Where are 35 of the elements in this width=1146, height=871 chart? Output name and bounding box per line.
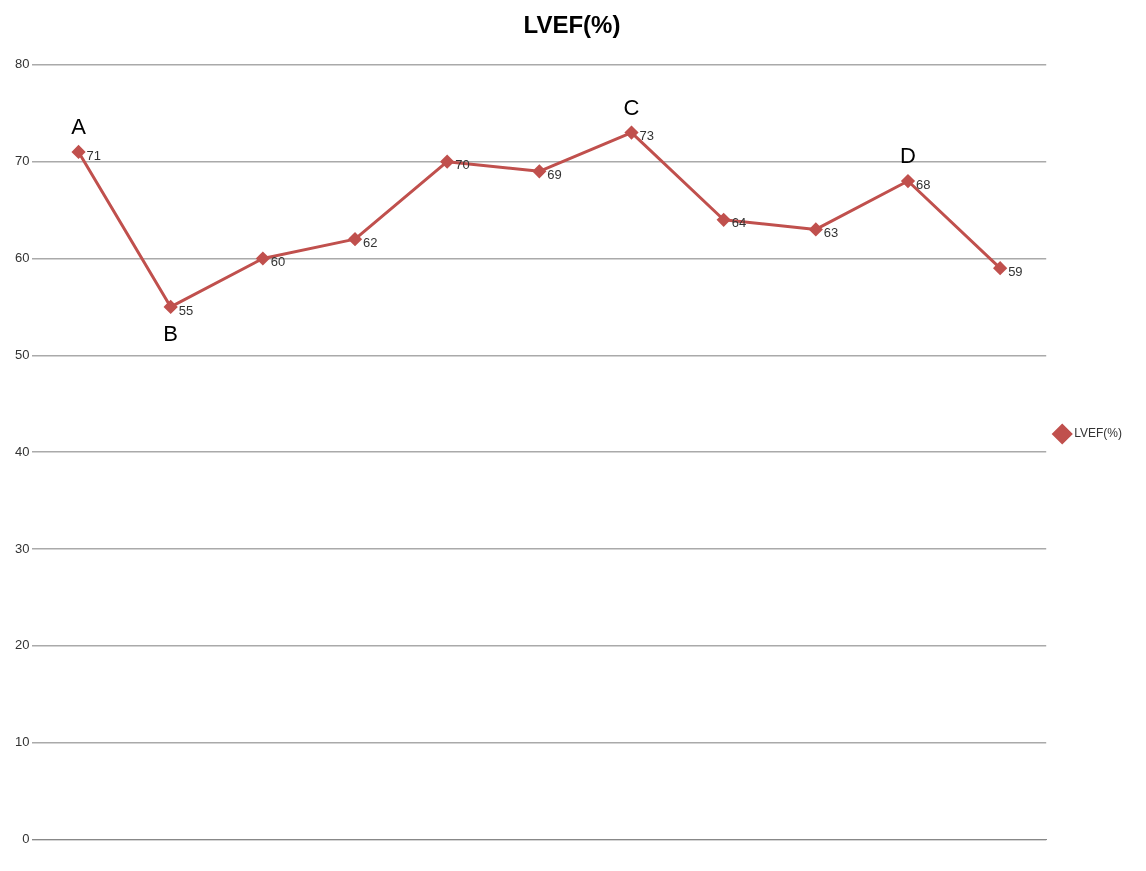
annotation: D: [900, 143, 916, 169]
point: [717, 213, 731, 227]
data-label: 55: [178, 302, 194, 318]
point: [809, 222, 823, 236]
y-tick-label: 0: [22, 831, 30, 847]
point: [625, 126, 638, 140]
data-label: 60: [270, 254, 286, 270]
point: [532, 164, 546, 178]
point: [348, 232, 362, 246]
data-label: 62: [363, 234, 378, 250]
point: [901, 174, 915, 188]
data-label: 68: [915, 176, 931, 192]
y-tick-label: 40: [14, 443, 30, 459]
y-tick-label: 50: [14, 346, 30, 362]
chart-title: LVEF(%): [523, 11, 621, 39]
y-tick-label: 20: [14, 637, 30, 653]
data-label: 59: [1008, 263, 1023, 279]
data-label: 69: [547, 166, 562, 182]
data-label: 63: [823, 225, 839, 241]
y-tick-label: 60: [14, 250, 30, 266]
annotation: A: [71, 114, 87, 140]
point: [256, 252, 270, 265]
annotation: B: [163, 320, 179, 346]
point: [72, 145, 86, 159]
annotation: C: [623, 94, 640, 120]
y-tick-label: 10: [14, 734, 30, 750]
y-tick-label: 80: [14, 56, 30, 72]
data-label: 73: [639, 128, 654, 144]
y-tick-label: 70: [14, 153, 30, 169]
legend-label: LVEF(%): [1074, 426, 1123, 441]
point: [164, 300, 178, 314]
data-label: 71: [86, 147, 102, 163]
y-tick-label: 30: [14, 540, 30, 556]
point: [440, 155, 454, 169]
point: [993, 261, 1007, 275]
